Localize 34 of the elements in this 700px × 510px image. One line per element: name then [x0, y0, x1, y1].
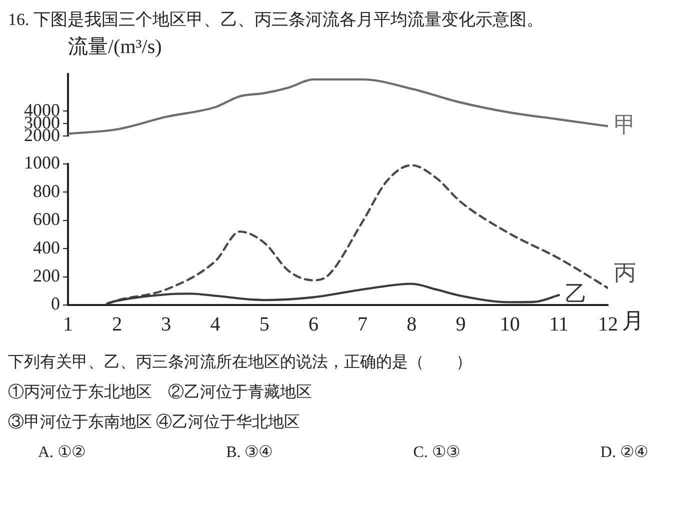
chart-title: 16. 下图是我国三个地区甲、乙、丙三条河流各月平均流量变化示意图。	[8, 9, 544, 31]
series-label: 甲	[614, 112, 636, 137]
y-tick-label: 400	[33, 237, 60, 258]
y-tick-label: 600	[33, 209, 60, 230]
y-tick-label: 800	[33, 180, 60, 201]
line-series	[106, 282, 560, 305]
x-tick-label: 7	[358, 313, 368, 336]
x-tick-label: 1	[63, 313, 73, 336]
x-tick-label: 10	[500, 313, 520, 336]
text: ①丙河位于东北地区 ②乙河位于青藏地区	[8, 382, 313, 403]
y-tick-label: 200	[33, 265, 60, 286]
x-tick-label: 5	[259, 313, 270, 336]
x-tick-label: 3	[161, 313, 172, 336]
series-label: 乙	[564, 280, 587, 306]
series-label: 丙	[614, 260, 636, 285]
y-tick-label: 1000	[24, 152, 60, 173]
x-tick-label: 9	[456, 313, 466, 336]
text: 下列有关甲、乙、丙三条河流所在地区的说法，正确的是（ ）	[8, 352, 473, 373]
text: D. ②④	[600, 443, 648, 463]
x-tick-label: 2	[112, 313, 122, 336]
line-series	[68, 78, 608, 135]
text: A. ①②	[38, 443, 86, 463]
x-tick-label: 12	[598, 313, 618, 336]
x-tick-label: 6	[308, 313, 318, 336]
line-series	[106, 164, 608, 305]
y-tick-label: 0	[51, 294, 60, 314]
text: C. ①③	[413, 443, 460, 463]
x-tick-label: 4	[210, 313, 220, 336]
x-tick-label: 11	[549, 313, 569, 336]
y-axis-title: 流量/(m³/s)	[68, 35, 163, 60]
x-axis-title: 月	[622, 308, 644, 333]
text: ③甲河位于东南地区 ④乙河位于华北地区	[8, 412, 301, 433]
x-tick-label: 8	[406, 313, 417, 336]
text: B. ③④	[226, 443, 273, 463]
